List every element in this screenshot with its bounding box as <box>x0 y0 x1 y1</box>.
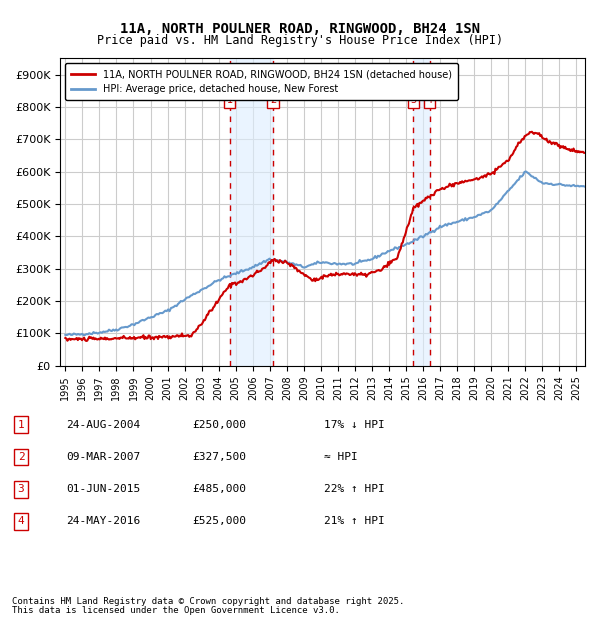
Text: £525,000: £525,000 <box>192 516 246 526</box>
Text: 3: 3 <box>410 95 416 105</box>
Text: 11A, NORTH POULNER ROAD, RINGWOOD, BH24 1SN: 11A, NORTH POULNER ROAD, RINGWOOD, BH24 … <box>120 22 480 36</box>
Text: £327,500: £327,500 <box>192 452 246 462</box>
Text: 24-AUG-2004: 24-AUG-2004 <box>66 420 140 430</box>
Bar <box>413 58 430 366</box>
Legend: 11A, NORTH POULNER ROAD, RINGWOOD, BH24 1SN (detached house), HPI: Average price: 11A, NORTH POULNER ROAD, RINGWOOD, BH24 … <box>65 63 458 100</box>
Text: 3: 3 <box>17 484 25 494</box>
Text: 01-JUN-2015: 01-JUN-2015 <box>66 484 140 494</box>
Text: £485,000: £485,000 <box>192 484 246 494</box>
Text: This data is licensed under the Open Government Licence v3.0.: This data is licensed under the Open Gov… <box>12 606 340 615</box>
Text: 1: 1 <box>227 95 233 105</box>
Text: 2: 2 <box>270 95 276 105</box>
Bar <box>230 58 273 366</box>
Text: Price paid vs. HM Land Registry's House Price Index (HPI): Price paid vs. HM Land Registry's House … <box>97 34 503 47</box>
Text: 4: 4 <box>427 95 433 105</box>
Text: 21% ↑ HPI: 21% ↑ HPI <box>324 516 385 526</box>
Text: 22% ↑ HPI: 22% ↑ HPI <box>324 484 385 494</box>
Text: 4: 4 <box>17 516 25 526</box>
Text: 09-MAR-2007: 09-MAR-2007 <box>66 452 140 462</box>
Text: ≈ HPI: ≈ HPI <box>324 452 358 462</box>
Text: 17% ↓ HPI: 17% ↓ HPI <box>324 420 385 430</box>
Text: 1: 1 <box>17 420 25 430</box>
Text: 2: 2 <box>17 452 25 462</box>
Text: £250,000: £250,000 <box>192 420 246 430</box>
Text: 24-MAY-2016: 24-MAY-2016 <box>66 516 140 526</box>
Text: Contains HM Land Registry data © Crown copyright and database right 2025.: Contains HM Land Registry data © Crown c… <box>12 597 404 606</box>
